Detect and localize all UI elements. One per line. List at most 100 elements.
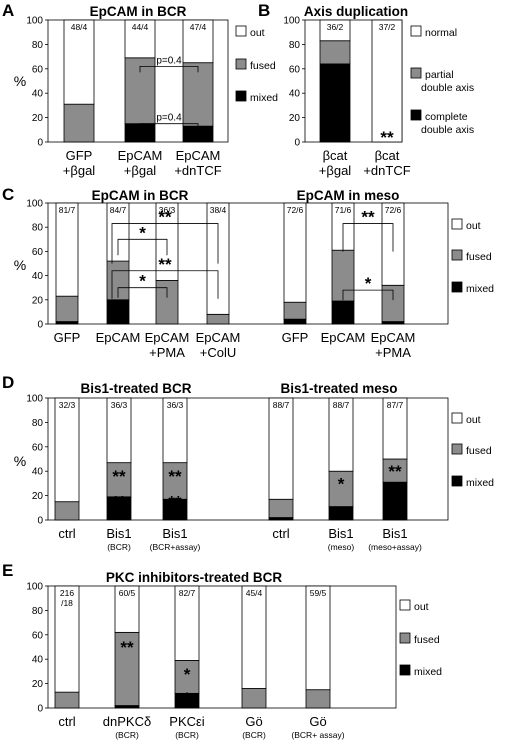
bar-segment-out <box>182 19 214 64</box>
legend-label: mixed <box>466 477 494 489</box>
y-tick-label: 60 <box>32 247 44 258</box>
n-label: 81/7 <box>59 205 76 215</box>
significance-star: * <box>365 274 372 293</box>
p-value-label: p=0.4 <box>156 113 182 124</box>
n-label: 36/3 <box>167 400 184 410</box>
panel-c: EpCAM in BCR EpCAM in meso 0 20 40 60 80 100% 81… <box>14 188 494 360</box>
n-label: 88/7 <box>333 400 350 410</box>
category-label: GFP <box>66 148 93 163</box>
legend-swatch <box>399 664 411 676</box>
y-tick-label: 20 <box>32 679 44 690</box>
bar-segment-normal <box>319 19 351 42</box>
y-tick-label: 0 <box>37 516 43 527</box>
svg-text:A: A <box>2 1 14 20</box>
category-label: Gö <box>309 714 326 729</box>
bar-segment-out <box>283 202 307 303</box>
significance-star: ** <box>361 208 375 227</box>
bar-segment-fused <box>206 313 230 325</box>
legend-label: mixed <box>250 92 278 104</box>
legend-swatch <box>410 25 422 37</box>
legend-label: double axis <box>421 82 474 94</box>
y-tick-label: 0 <box>37 320 43 331</box>
category-sublabel: +βgal <box>63 163 96 178</box>
category-label: βcat <box>323 148 348 163</box>
plot-frame <box>47 585 397 709</box>
legend-swatch <box>451 412 463 424</box>
bar-segment-fused <box>283 301 307 320</box>
category-sublabel: (BCR+ assay) <box>291 730 344 740</box>
y-tick-label: 100 <box>283 16 300 27</box>
category-label: ctrl <box>58 714 75 729</box>
significance-bracket <box>111 270 219 299</box>
bar-segment-out <box>305 585 331 691</box>
chart-title: EpCAM in BCR <box>90 4 187 19</box>
legend-label: normal <box>425 27 457 39</box>
category-sublabel: +PMA <box>375 345 411 360</box>
y-tick-label: 20 <box>32 295 44 306</box>
category-label: ctrl <box>58 526 75 541</box>
y-tick-label: 80 <box>289 40 301 51</box>
svg-text:E: E <box>2 561 13 580</box>
category-label: Gö <box>245 714 262 729</box>
category-label: dnPKCδ <box>103 714 151 729</box>
y-tick-label: 0 <box>37 138 43 149</box>
n-label: 32/3 <box>59 400 76 410</box>
bar-segment-mixed <box>382 481 408 521</box>
legend-label: partial <box>425 69 454 81</box>
y-tick-label: 100 <box>26 394 43 405</box>
bar-segment-out <box>328 397 354 472</box>
category-label: EpCAM <box>118 148 163 163</box>
panel-e: PKC inhibitors-treated BCR 0 20 40 60 80 100 21… <box>26 570 442 740</box>
category-sublabel: +βgal <box>124 163 157 178</box>
panel-d: Bis1-treated BCR Bis1-treated meso 0 20 40 60… <box>14 381 494 552</box>
y-tick-label: 80 <box>32 418 44 429</box>
significance-bracket <box>111 223 219 264</box>
n-label: 44/4 <box>132 22 149 32</box>
category-label: Bis1 <box>328 526 353 541</box>
significance-star: ** <box>112 493 126 512</box>
bar-segment-out <box>114 585 140 633</box>
n-label: 82/7 <box>179 588 196 598</box>
significance-star: ** <box>112 467 126 486</box>
category-label: EpCAM <box>371 330 416 345</box>
bar-segment-mixed <box>106 299 130 325</box>
chart-title: Axis duplication <box>304 4 408 19</box>
legend-label: double axis <box>421 124 474 136</box>
legend-label: mixed <box>466 283 494 295</box>
y-tick-label: 60 <box>32 442 44 453</box>
plot-frame <box>47 202 449 325</box>
bar-segment-fused <box>155 280 179 325</box>
svg-text:C: C <box>2 185 14 204</box>
legend-label: fused <box>466 251 492 263</box>
category-sublabel: (BCR) <box>115 730 139 740</box>
y-tick-label: 40 <box>32 655 44 666</box>
n-label: 37/2 <box>379 22 396 32</box>
chart-title: Bis1-treated meso <box>280 381 397 396</box>
category-sublabel: (BCR) <box>242 730 266 740</box>
legend-swatch <box>451 475 463 487</box>
y-tick-label: 20 <box>289 113 301 124</box>
significance-star: ** <box>380 128 394 147</box>
n-label: 88/7 <box>273 400 290 410</box>
n-label: 36/2 <box>327 22 344 32</box>
bar-segment-out <box>162 397 188 464</box>
bar-segment-mixed <box>331 300 355 325</box>
category-label: Bis1 <box>106 526 131 541</box>
n-label: 60/5 <box>119 588 136 598</box>
y-tick-label: 80 <box>32 40 44 51</box>
panel-label-a: A <box>2 1 14 20</box>
significance-star: ** <box>158 208 172 227</box>
legend-swatch <box>399 599 411 611</box>
bar-segment-out <box>174 585 200 661</box>
panel-label-e: E <box>2 561 13 580</box>
n-label: 72/6 <box>385 205 402 215</box>
legend-label: mixed <box>414 666 442 678</box>
chart-title: EpCAM in BCR <box>92 188 189 203</box>
legend-label: fused <box>250 60 276 72</box>
n-label: 84/7 <box>110 205 127 215</box>
n-label: 216 <box>60 588 74 598</box>
bar-segment-fused <box>54 691 80 709</box>
bar-segment-out <box>54 585 80 693</box>
y-axis-label: % <box>14 257 26 273</box>
